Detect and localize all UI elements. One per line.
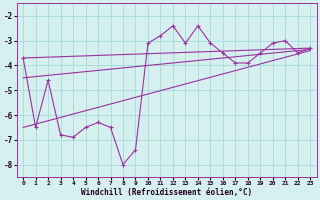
X-axis label: Windchill (Refroidissement éolien,°C): Windchill (Refroidissement éolien,°C) [81, 188, 252, 197]
